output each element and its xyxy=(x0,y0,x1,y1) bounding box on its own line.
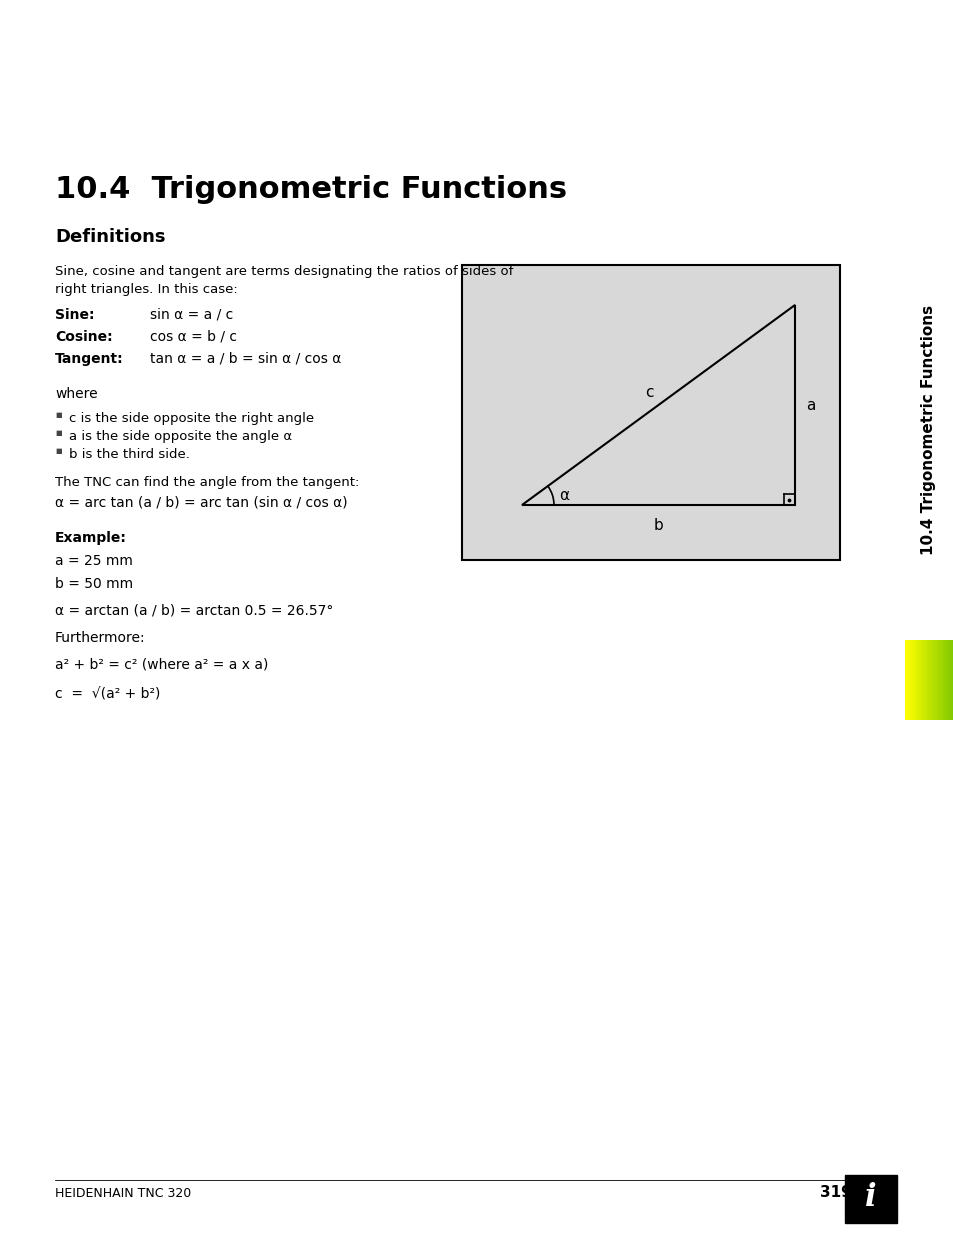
Text: i: i xyxy=(864,1182,876,1214)
Bar xyxy=(905,640,906,720)
Bar xyxy=(918,640,919,720)
Text: Sine, cosine and tangent are terms designating the ratios of sides of
right tria: Sine, cosine and tangent are terms desig… xyxy=(55,266,513,296)
Text: a is the side opposite the angle α: a is the side opposite the angle α xyxy=(69,430,292,443)
Bar xyxy=(940,640,941,720)
Bar xyxy=(932,640,933,720)
Text: a² + b² = c² (where a² = a x a): a² + b² = c² (where a² = a x a) xyxy=(55,657,268,671)
Bar xyxy=(919,640,920,720)
Bar xyxy=(939,640,940,720)
Text: Tangent:: Tangent: xyxy=(55,352,124,366)
Bar xyxy=(945,640,947,720)
Bar xyxy=(949,640,950,720)
Text: ■: ■ xyxy=(55,448,62,454)
Bar xyxy=(931,640,932,720)
Text: α = arctan (a / b) = arctan 0.5 = 26.57°: α = arctan (a / b) = arctan 0.5 = 26.57° xyxy=(55,603,333,618)
Bar xyxy=(461,266,840,559)
Bar xyxy=(941,640,942,720)
Text: Definitions: Definitions xyxy=(55,228,165,246)
Bar xyxy=(944,640,945,720)
Bar xyxy=(952,640,953,720)
Bar xyxy=(909,640,910,720)
Bar xyxy=(915,640,916,720)
Text: sin α = a / c: sin α = a / c xyxy=(150,308,233,322)
Bar xyxy=(904,640,905,720)
Bar xyxy=(924,640,926,720)
Bar xyxy=(943,640,944,720)
Bar xyxy=(911,640,913,720)
Text: The TNC can find the angle from the tangent:: The TNC can find the angle from the tang… xyxy=(55,475,359,489)
Text: 319: 319 xyxy=(820,1186,851,1200)
Bar xyxy=(913,640,914,720)
Bar xyxy=(844,1174,896,1223)
Text: cos α = b / c: cos α = b / c xyxy=(150,330,236,345)
Text: c  =  √(a² + b²): c = √(a² + b²) xyxy=(55,687,160,701)
Bar xyxy=(927,640,928,720)
Bar xyxy=(942,640,943,720)
Text: ■: ■ xyxy=(55,412,62,417)
Bar xyxy=(920,640,922,720)
Text: Example:: Example: xyxy=(55,531,127,545)
Text: HEIDENHAIN TNC 320: HEIDENHAIN TNC 320 xyxy=(55,1187,191,1200)
Bar xyxy=(936,640,937,720)
Bar xyxy=(923,640,924,720)
Text: where: where xyxy=(55,387,97,401)
Text: c is the side opposite the right angle: c is the side opposite the right angle xyxy=(69,412,314,425)
Text: α: α xyxy=(558,488,569,503)
Text: Furthermore:: Furthermore: xyxy=(55,631,146,645)
Text: 10.4  Trigonometric Functions: 10.4 Trigonometric Functions xyxy=(55,175,566,204)
Bar xyxy=(935,640,936,720)
Bar xyxy=(926,640,927,720)
Bar xyxy=(907,640,909,720)
Text: α = arc tan (a / b) = arc tan (sin α / cos α): α = arc tan (a / b) = arc tan (sin α / c… xyxy=(55,496,347,510)
Bar xyxy=(933,640,935,720)
Text: b: b xyxy=(653,517,662,532)
Text: b is the third side.: b is the third side. xyxy=(69,448,190,461)
Text: b = 50 mm: b = 50 mm xyxy=(55,577,133,592)
Bar xyxy=(916,640,918,720)
Text: Cosine:: Cosine: xyxy=(55,330,112,345)
Bar xyxy=(906,640,907,720)
Bar xyxy=(922,640,923,720)
Text: Sine:: Sine: xyxy=(55,308,94,322)
Bar xyxy=(948,640,949,720)
Text: a: a xyxy=(805,398,815,412)
Bar xyxy=(930,640,931,720)
Text: a = 25 mm: a = 25 mm xyxy=(55,555,132,568)
Bar xyxy=(950,640,952,720)
Bar xyxy=(914,640,915,720)
Text: 10.4 Trigonometric Functions: 10.4 Trigonometric Functions xyxy=(921,305,936,555)
Bar xyxy=(910,640,911,720)
Text: c: c xyxy=(644,384,653,400)
Text: tan α = a / b = sin α / cos α: tan α = a / b = sin α / cos α xyxy=(150,352,341,366)
Bar xyxy=(928,640,930,720)
Bar xyxy=(937,640,939,720)
Bar xyxy=(947,640,948,720)
Text: ■: ■ xyxy=(55,430,62,436)
